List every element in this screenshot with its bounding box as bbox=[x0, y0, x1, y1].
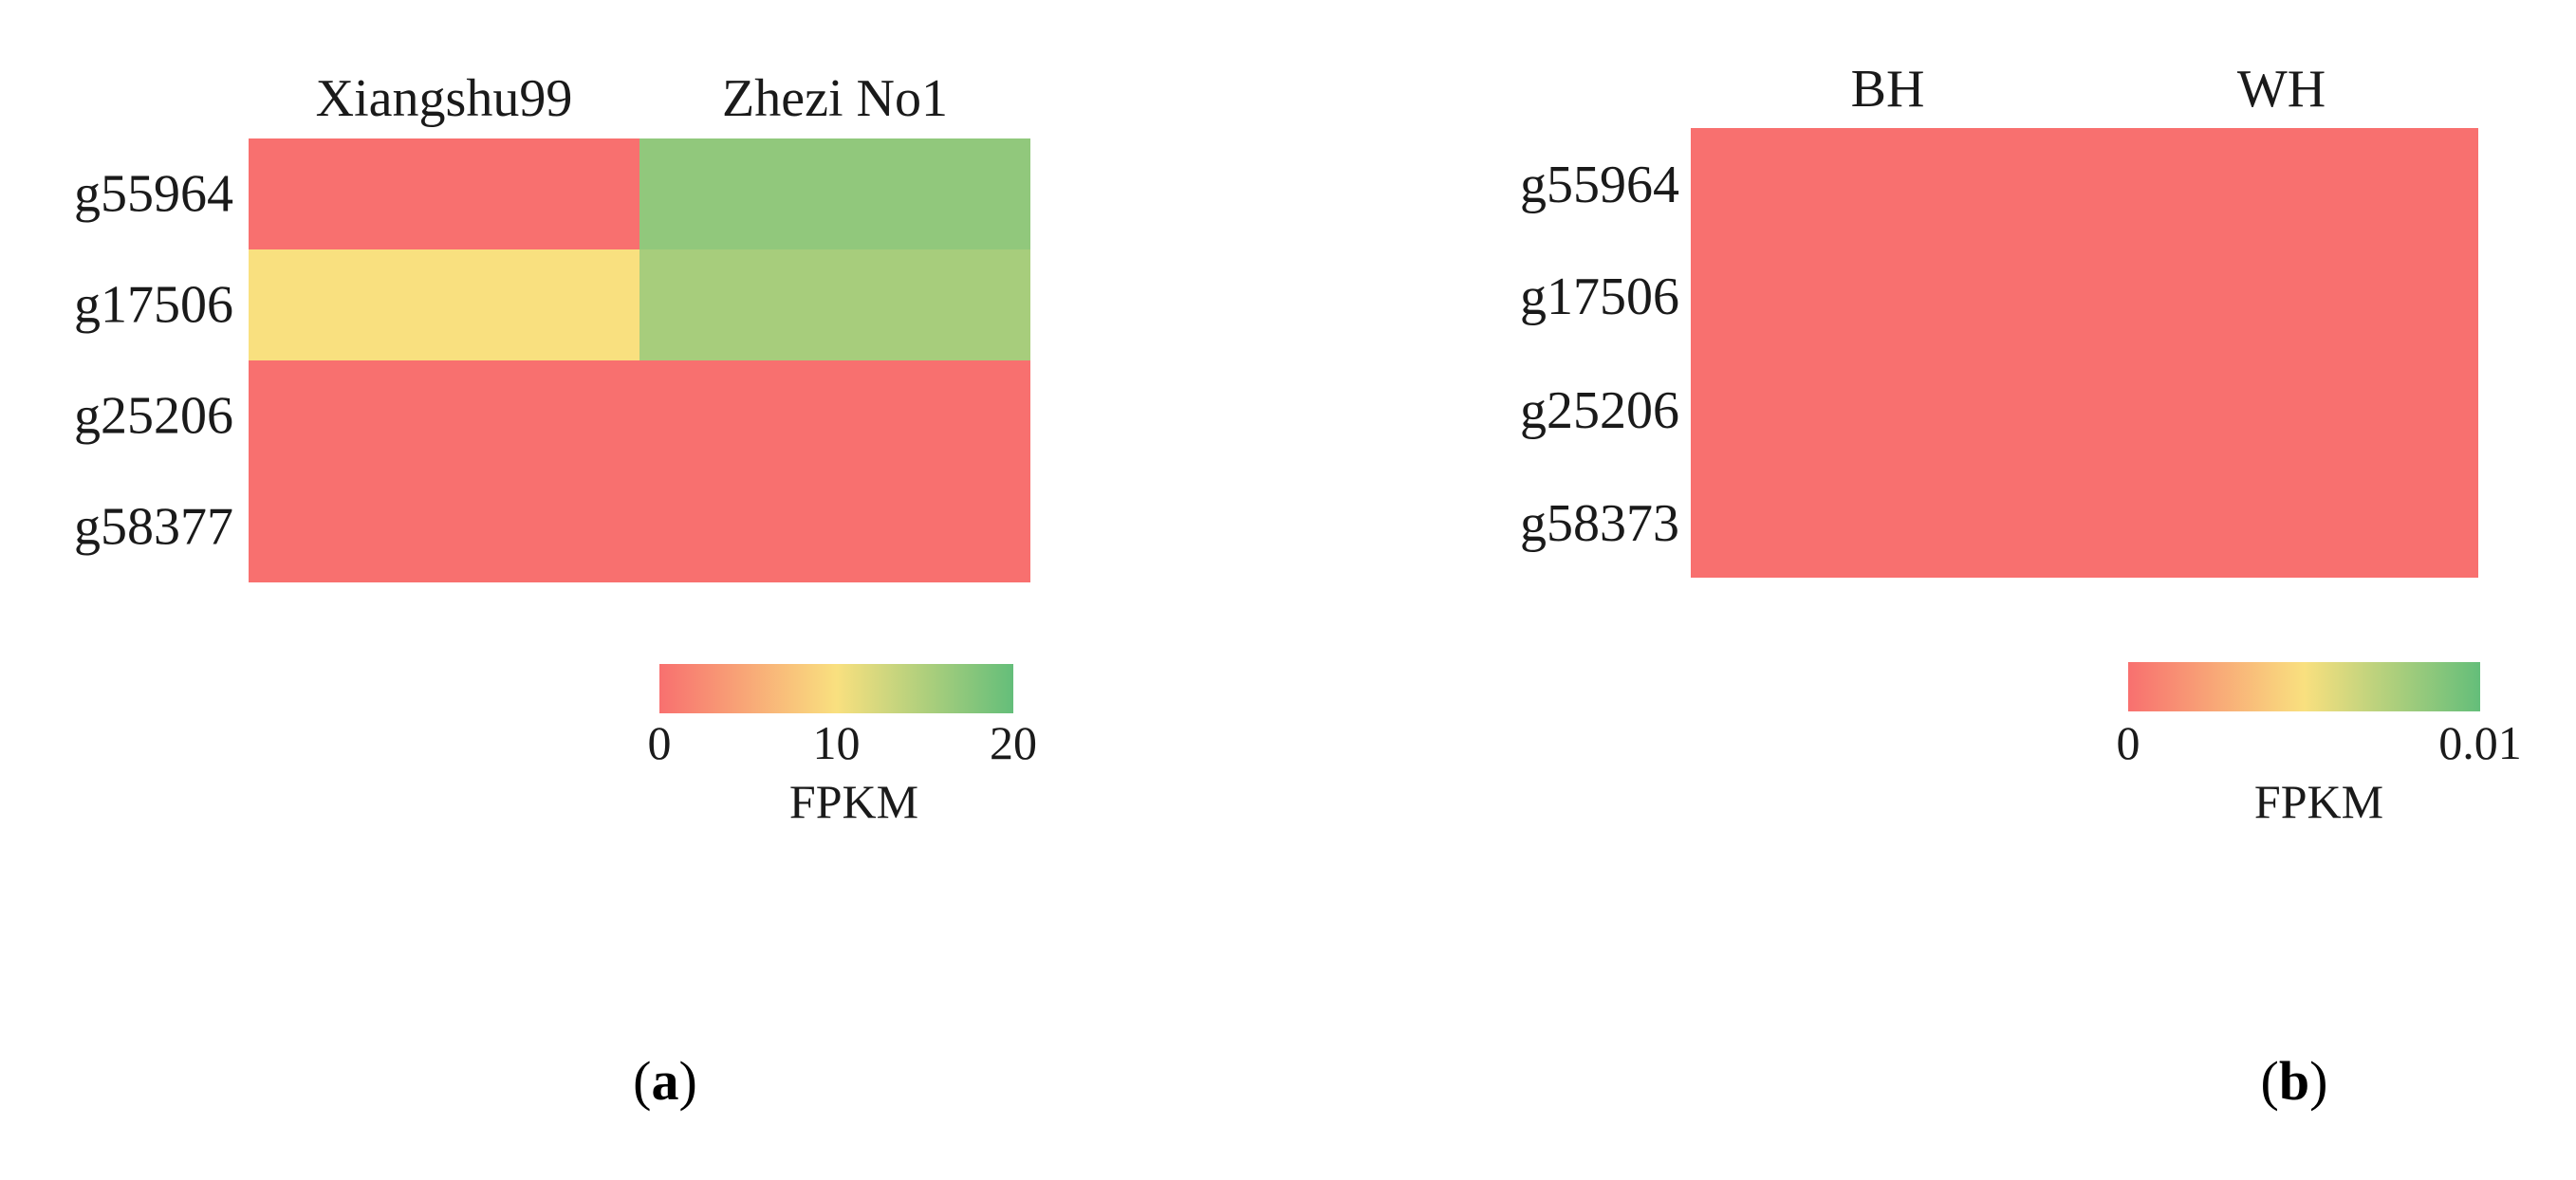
heatmap-cell bbox=[249, 360, 639, 471]
heatmap-cell bbox=[249, 138, 639, 249]
colorbar-b bbox=[2128, 662, 2480, 711]
heatmap-panel-a: Xiangshu99 Zhezi No1 g55964 g17506 g25206 g5… bbox=[74, 69, 1037, 1112]
heatmap-cell bbox=[1691, 242, 2085, 352]
column-label: Xiangshu99 bbox=[316, 69, 573, 128]
colorbar-label-b: FPKM bbox=[2254, 775, 2383, 828]
column-label: BH bbox=[1851, 60, 1925, 119]
row-label: g25206 bbox=[74, 387, 233, 446]
heatmap-panel-b: BH WH g55964 g17506 g25206 g58373 0 0.01 FPKM… bbox=[1520, 60, 2522, 1112]
heatmap-cell bbox=[2085, 470, 2478, 578]
column-label: WH bbox=[2237, 60, 2326, 119]
row-label: g55964 bbox=[74, 165, 233, 224]
colorbar-tick-label: 0.01 bbox=[2438, 716, 2522, 769]
heatmap-cell bbox=[639, 138, 1030, 249]
row-label: g25206 bbox=[1520, 381, 1679, 440]
colorbar-tick-label: 20 bbox=[990, 716, 1037, 769]
row-label: g17506 bbox=[74, 276, 233, 335]
heatmap-cell bbox=[249, 471, 639, 582]
heatmap-cell bbox=[2085, 128, 2478, 242]
panel-label-a: (a) bbox=[633, 1050, 697, 1112]
colorbar-tick-label: 0 bbox=[648, 716, 672, 769]
colorbar-a bbox=[659, 664, 1013, 713]
heatmap-cell bbox=[639, 249, 1030, 360]
heatmap-cell bbox=[2085, 242, 2478, 352]
colorbar-label-a: FPKM bbox=[789, 775, 918, 828]
heatmap-cell bbox=[1691, 470, 2085, 578]
heatmap-cell bbox=[249, 249, 639, 360]
row-label: g17506 bbox=[1520, 267, 1679, 326]
row-label: g58377 bbox=[74, 498, 233, 557]
heatmap-cell bbox=[2085, 352, 2478, 470]
row-label: g58373 bbox=[1520, 494, 1679, 553]
heatmap-cell bbox=[639, 471, 1030, 582]
heatmap-cell bbox=[1691, 128, 2085, 242]
colorbar-tick-label: 10 bbox=[813, 716, 861, 769]
column-label: Zhezi No1 bbox=[722, 69, 948, 128]
heatmap-cell bbox=[1691, 352, 2085, 470]
colorbar-tick-label: 0 bbox=[2117, 716, 2140, 769]
row-label: g55964 bbox=[1520, 156, 1679, 214]
panel-label-b: (b) bbox=[2261, 1050, 2328, 1112]
heatmap-cell bbox=[639, 360, 1030, 471]
